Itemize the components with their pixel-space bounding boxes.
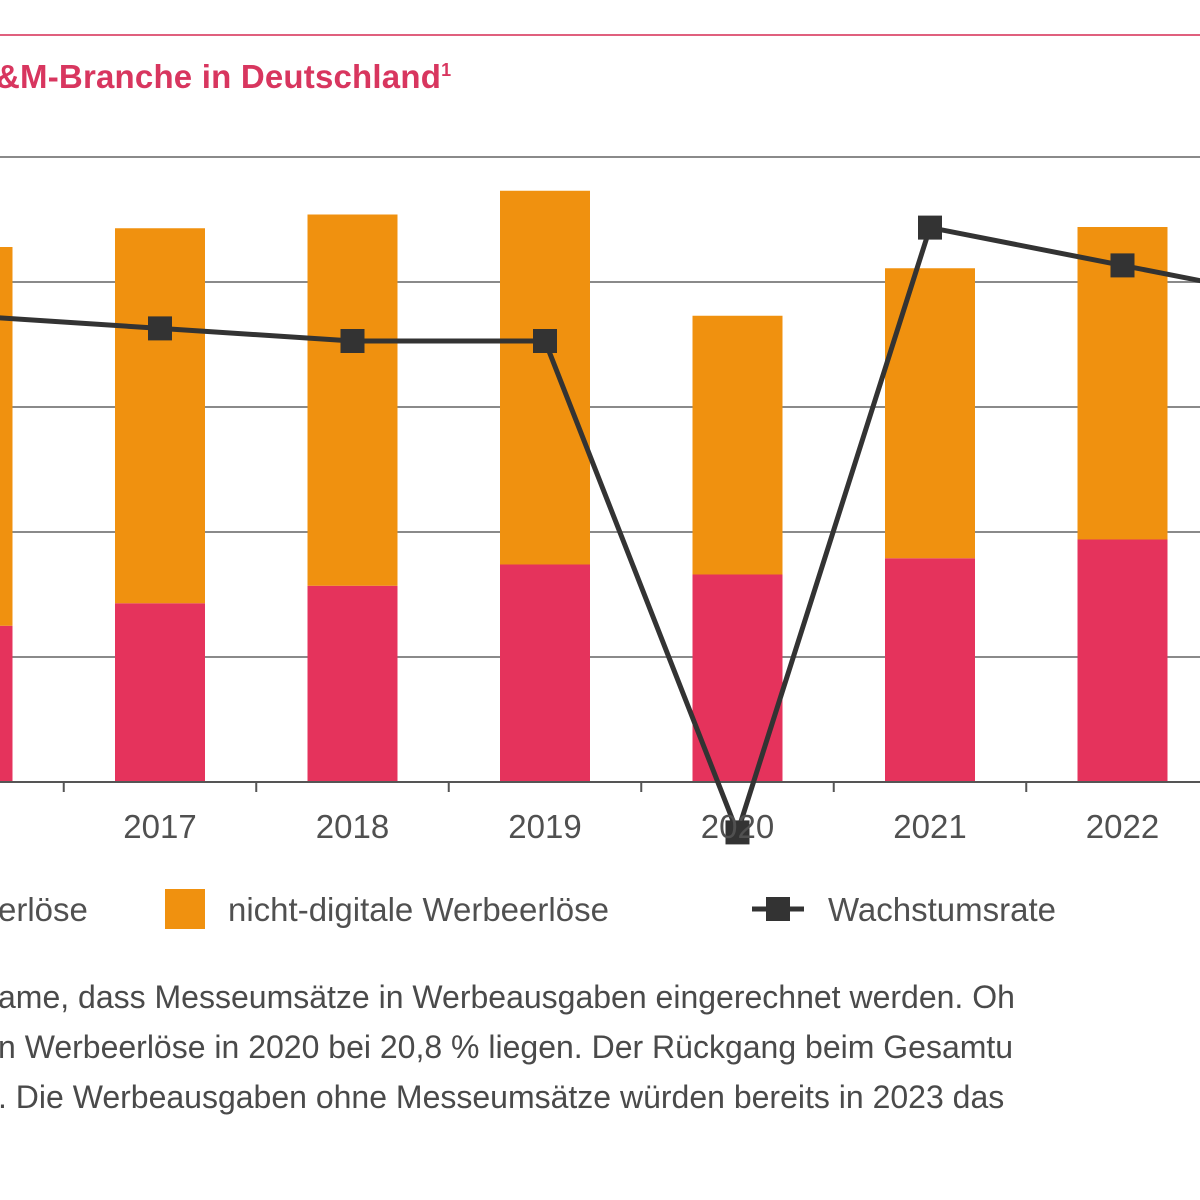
bar-layer: [0, 190, 1168, 782]
bar-non-digital-2019: [500, 190, 590, 565]
bar-non-digital-2017: [115, 228, 205, 604]
x-tick-label: 2019: [508, 808, 581, 845]
x-tick-label: 2020: [701, 808, 774, 845]
x-tick-label: 2017: [123, 808, 196, 845]
bar-digital-2019: [500, 564, 590, 782]
bar-digital-2018: [307, 585, 398, 782]
growth-line-layer: [0, 215, 1200, 845]
bar-non-digital-2018: [307, 214, 398, 586]
chart-title: &M-Branche in Deutschland1: [0, 58, 451, 96]
bar-digital-2017: [115, 603, 205, 782]
legend-label-growth: Wachstumsrate: [828, 891, 1057, 928]
growth-rate-marker-2021: [918, 215, 942, 240]
bar-digital-2020: [692, 574, 783, 782]
bar-non-digital-2020: [692, 315, 783, 575]
stacked-bar-line-chart: 6201720182019202020212022: [0, 156, 1200, 845]
legend-label-non-digital: nicht-digitale Werbeerlöse: [228, 891, 609, 928]
bar-digital-2022: [1077, 539, 1168, 782]
growth-rate-line: [0, 224, 1200, 840]
footnote: ame, dass Messeumsätze in Werbeausgaben …: [0, 972, 1015, 1122]
footnote-line-2: n Werbeerlöse in 2020 bei 20,8 % liegen.…: [0, 1029, 1014, 1065]
bar-non-digital-2016: [0, 247, 13, 626]
legend-label-digital: erlöse: [0, 891, 88, 928]
growth-rate-marker-2019: [533, 329, 557, 353]
x-tick-label-layer: 6201720182019202020212022: [123, 808, 1159, 845]
footnote-line-3: . Die Werbeausgaben ohne Messeumsätze wü…: [0, 1079, 1005, 1115]
bar-non-digital-2021: [885, 268, 975, 559]
bar-digital-2021: [885, 558, 975, 782]
axis-layer: [0, 781, 1200, 792]
chart-title-footnote-mark: 1: [441, 60, 452, 80]
legend-line-marker-icon: [752, 897, 804, 921]
top-rule: [0, 34, 1200, 36]
legend-swatch-non-digital: [165, 889, 205, 929]
growth-rate-marker-2018: [340, 329, 365, 353]
growth-rate-marker-2022: [1110, 253, 1135, 278]
chart-title-text: &M-Branche in Deutschland: [0, 58, 442, 95]
growth-rate-marker-2020: [725, 820, 750, 845]
x-tick-label: 2021: [893, 808, 966, 845]
x-tick-label: 2022: [1086, 808, 1159, 845]
footnote-line-1: ame, dass Messeumsätze in Werbeausgaben …: [0, 979, 1015, 1015]
legend: erlöse nicht-digitale Werbeerlöse Wachst…: [0, 885, 1200, 935]
bar-non-digital-2022: [1077, 227, 1168, 540]
growth-rate-marker-2017: [148, 316, 172, 341]
bar-digital-2016: [0, 625, 13, 782]
x-tick-label: 2018: [316, 808, 389, 845]
